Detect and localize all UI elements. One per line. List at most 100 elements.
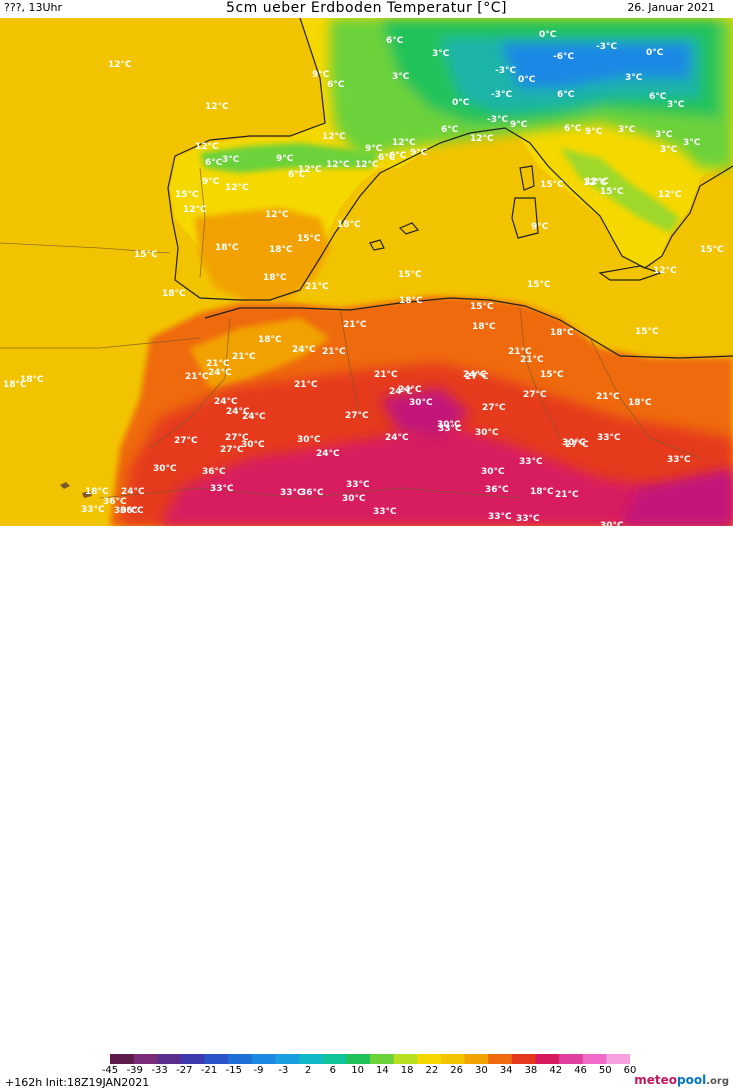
temperature-label: 24°C	[242, 412, 266, 422]
color-scale-swatch	[157, 1054, 182, 1064]
temperature-label: 21°C	[322, 347, 346, 357]
temperature-label: 21°C	[508, 347, 532, 357]
temperature-label: 21°C	[185, 372, 209, 382]
temperature-label: -6°C	[553, 52, 574, 62]
forecast-date: 26. Januar 2021	[627, 1, 715, 14]
temperature-label: 21°C	[343, 320, 367, 330]
temperature-label: 24°C	[316, 449, 340, 459]
temperature-label: 0°C	[646, 48, 664, 58]
color-scale-swatch	[204, 1054, 229, 1064]
color-scale-tick: -3	[278, 1065, 289, 1076]
footer: -45 -39 -33 -27 -21 -15 -9 -3 2 6 10 14 18 22 26 30 34 38…	[0, 526, 733, 1089]
italy-green	[560, 148, 680, 233]
color-scale-tick: -39	[126, 1065, 143, 1076]
temperature-label: 18°C	[269, 245, 293, 255]
temperature-label: 15°C	[527, 280, 551, 290]
color-scale-tick: 38	[524, 1065, 538, 1076]
temperature-label: 15°C	[540, 180, 564, 190]
temperature-label: 33°C	[373, 507, 397, 517]
temperature-label: 36°C	[103, 497, 127, 507]
temperature-label: 33°C	[210, 484, 234, 494]
pyrenees-green	[200, 143, 380, 173]
temperature-label: 12°C	[355, 160, 379, 170]
temperature-label: 18°C	[258, 335, 282, 345]
color-scale-swatch	[251, 1054, 276, 1064]
temperature-label: 18°C	[162, 289, 186, 299]
temperature-label: 24°C	[208, 368, 232, 378]
color-scale-tick: 14	[376, 1065, 389, 1076]
temperature-label: 9°C	[365, 144, 383, 154]
color-scale-tick: 18	[400, 1065, 414, 1076]
temperature-label: 12°C	[658, 190, 682, 200]
color-scale-swatch	[322, 1054, 347, 1064]
color-scale-swatch	[275, 1054, 300, 1064]
logo-part-pool: pool	[677, 1073, 707, 1087]
meteopool-logo[interactable]: meteopool.org	[634, 1073, 729, 1087]
temperature-label: 21°C	[596, 392, 620, 402]
temperature-label: 27°C	[523, 390, 547, 400]
color-scale-swatch	[606, 1054, 630, 1064]
temperature-label: 33°C	[519, 457, 543, 467]
temperature-label: 21°C	[232, 352, 256, 362]
temperature-label: 36°C	[485, 485, 509, 495]
temperature-label: 9°C	[585, 127, 603, 137]
color-scale-tick: -9	[253, 1065, 264, 1076]
temperature-label: 27°C	[465, 372, 489, 382]
temperature-label: -3°C	[491, 90, 512, 100]
color-scale-swatch	[228, 1054, 253, 1064]
temperature-label: 33°C	[516, 514, 540, 524]
temperature-label: 6°C	[557, 90, 575, 100]
temperature-label: 18°C	[20, 375, 44, 385]
header: ???, 13Uhr 5cm ueber Erdboden Temperatur…	[0, 0, 733, 18]
temperature-label: 15°C	[700, 245, 724, 255]
temperature-label: 9°C	[312, 70, 330, 80]
temperature-label: 21°C	[520, 355, 544, 365]
temperature-label: 3°C	[655, 130, 673, 140]
temperature-label: 30°C	[481, 467, 505, 477]
africa-hottest	[380, 388, 470, 438]
temperature-label: 0°C	[539, 30, 557, 40]
temperature-label: 3°C	[667, 100, 685, 110]
temperature-label: 18°C	[472, 322, 496, 332]
color-scale-swatch	[110, 1054, 135, 1064]
color-scale-tick: 34	[499, 1065, 513, 1076]
color-scale-tick: 30	[475, 1065, 488, 1076]
temperature-label: 30°C	[562, 438, 586, 448]
temperature-label: 3°C	[683, 138, 701, 148]
color-scale-swatch	[440, 1054, 466, 1064]
map-title: 5cm ueber Erdboden Temperatur [°C]	[226, 0, 507, 16]
color-scale-tick: -15	[225, 1065, 242, 1076]
color-scale-tick: -21	[200, 1065, 218, 1076]
temperature-label: 24°C	[214, 397, 238, 407]
temperature-label: 9°C	[531, 222, 549, 232]
temperature-label: 3°C	[392, 72, 410, 82]
temperature-label: 33°C	[280, 488, 304, 498]
color-scale-swatch	[417, 1054, 442, 1064]
temperature-label: 30°C	[437, 420, 461, 430]
temperature-label: 12°C	[583, 178, 607, 188]
temperature-label: 24°C	[398, 385, 422, 395]
temperature-label: 27°C	[345, 411, 369, 421]
temperature-label: 18°C	[550, 328, 574, 338]
temperature-label: 6°C	[386, 36, 404, 46]
temperature-label: 9°C	[410, 148, 428, 158]
temperature-label: 18°C	[628, 398, 652, 408]
temperature-label: 15°C	[398, 270, 422, 280]
temperature-label: -3°C	[495, 66, 516, 76]
temperature-label: 33°C	[667, 455, 691, 465]
temperature-label: 18°C	[337, 220, 361, 230]
color-scale-swatch	[370, 1054, 395, 1064]
color-scale-swatch	[133, 1054, 158, 1064]
temperature-label: 6°C	[389, 151, 407, 161]
color-scale-tick: 26	[450, 1065, 464, 1076]
temperature-label: 30°C	[475, 428, 499, 438]
temperature-label: 9°C	[510, 120, 528, 130]
temperature-label: 18°C	[215, 243, 239, 253]
color-scale-tick: 6	[329, 1065, 337, 1076]
logo-part-org: .org	[706, 1076, 729, 1087]
temperature-label: 12°C	[470, 134, 494, 144]
color-scale-tick: 42	[549, 1065, 563, 1076]
temperature-labels: 12°C12°C6°C3°C0°C-6°C-3°C0°C9°C6°C3°C-3°…	[3, 30, 724, 526]
temperature-label: 21°C	[294, 380, 318, 390]
temperature-label: 12°C	[392, 138, 416, 148]
